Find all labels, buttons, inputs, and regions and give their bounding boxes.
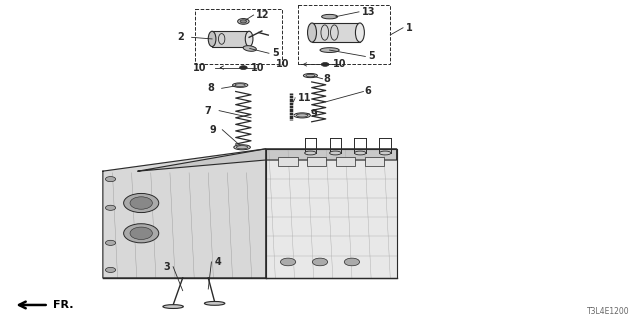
- Circle shape: [312, 258, 328, 266]
- Bar: [212, 31, 249, 47]
- Ellipse shape: [235, 84, 245, 87]
- Bar: [312, 23, 360, 42]
- Bar: [195, 9, 282, 64]
- Ellipse shape: [294, 113, 310, 118]
- Text: 8: 8: [323, 74, 330, 84]
- Text: 9: 9: [209, 125, 216, 135]
- Ellipse shape: [130, 197, 152, 209]
- Text: FR.: FR.: [53, 300, 74, 310]
- Text: 8: 8: [208, 83, 214, 93]
- Circle shape: [106, 268, 116, 272]
- Text: 4: 4: [214, 257, 221, 267]
- Ellipse shape: [234, 145, 250, 150]
- Polygon shape: [266, 149, 397, 278]
- Ellipse shape: [130, 227, 152, 239]
- Ellipse shape: [296, 114, 308, 117]
- Ellipse shape: [243, 46, 257, 51]
- Bar: [365, 157, 384, 166]
- Bar: [336, 157, 355, 166]
- Circle shape: [106, 240, 116, 245]
- Ellipse shape: [321, 14, 337, 19]
- Circle shape: [106, 177, 116, 182]
- Ellipse shape: [308, 23, 317, 42]
- Ellipse shape: [320, 48, 339, 52]
- Bar: [307, 157, 326, 166]
- Ellipse shape: [355, 23, 364, 42]
- Text: 2: 2: [177, 32, 184, 42]
- Ellipse shape: [330, 151, 341, 155]
- Text: 10: 10: [193, 63, 206, 73]
- Ellipse shape: [163, 305, 183, 308]
- Text: 1: 1: [406, 23, 413, 33]
- Text: 6: 6: [365, 86, 371, 97]
- Polygon shape: [138, 149, 397, 171]
- Circle shape: [240, 20, 246, 23]
- Ellipse shape: [124, 224, 159, 243]
- Text: 7: 7: [205, 106, 211, 116]
- Ellipse shape: [355, 151, 366, 155]
- Bar: [278, 157, 298, 166]
- Ellipse shape: [245, 31, 253, 47]
- Circle shape: [344, 258, 360, 266]
- Text: 5: 5: [368, 52, 374, 61]
- Ellipse shape: [236, 146, 248, 149]
- Circle shape: [239, 66, 247, 69]
- Text: T3L4E1200: T3L4E1200: [587, 307, 630, 316]
- Ellipse shape: [232, 83, 248, 87]
- Text: 12: 12: [256, 10, 269, 20]
- Polygon shape: [103, 149, 266, 278]
- Circle shape: [106, 205, 116, 210]
- Text: 10: 10: [276, 60, 289, 69]
- Ellipse shape: [380, 151, 391, 155]
- Circle shape: [280, 258, 296, 266]
- Text: 10: 10: [251, 63, 264, 73]
- Ellipse shape: [208, 31, 216, 47]
- Text: 10: 10: [333, 60, 346, 69]
- Text: 11: 11: [298, 93, 311, 103]
- Text: 5: 5: [272, 48, 279, 58]
- Ellipse shape: [303, 74, 317, 78]
- Ellipse shape: [204, 301, 225, 305]
- Ellipse shape: [124, 194, 159, 212]
- Text: 13: 13: [362, 7, 375, 17]
- Circle shape: [237, 19, 249, 24]
- Ellipse shape: [305, 151, 316, 155]
- Circle shape: [321, 62, 329, 66]
- Bar: [298, 5, 390, 64]
- Ellipse shape: [306, 74, 315, 77]
- Text: 9: 9: [310, 109, 317, 119]
- Text: 3: 3: [163, 262, 170, 272]
